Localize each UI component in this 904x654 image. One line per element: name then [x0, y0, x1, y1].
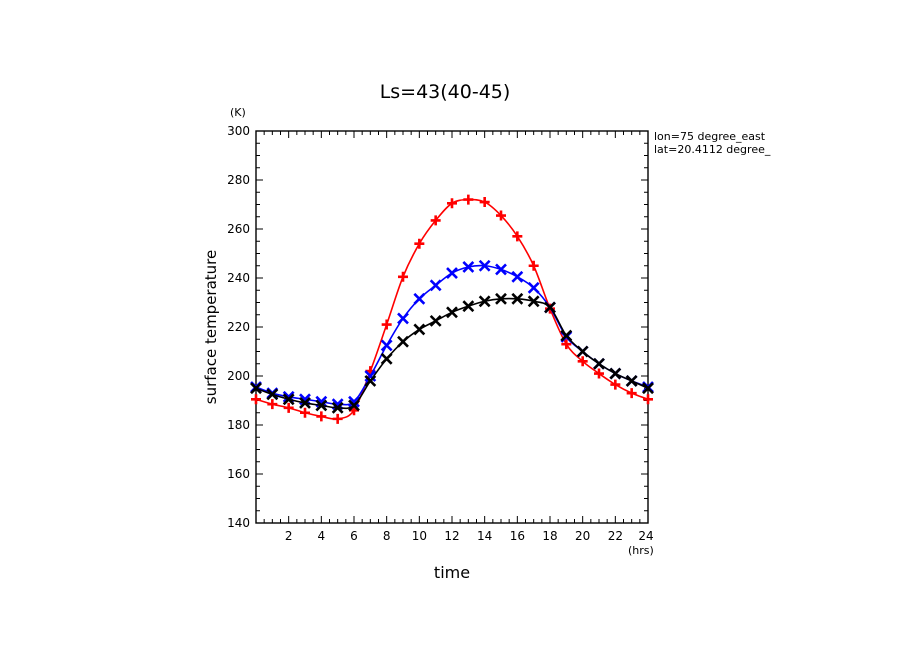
data-point-2 [527, 295, 540, 308]
y-tick-label: 180 [227, 418, 250, 432]
data-point-1 [380, 339, 393, 352]
data-point-0 [414, 238, 425, 249]
data-point-1 [478, 259, 491, 272]
series-line-2 [255, 297, 649, 410]
data-point-1 [462, 261, 475, 273]
x-tick-label: 12 [444, 529, 459, 543]
data-point-2 [266, 388, 279, 401]
plot-frame [255, 130, 649, 524]
data-point-2 [413, 323, 426, 336]
data-point-0 [300, 407, 310, 418]
series-line-1 [255, 264, 649, 406]
x-tick-label: 22 [608, 529, 623, 543]
data-point-0 [594, 368, 604, 379]
data-point-0 [528, 260, 539, 271]
x-tick-label: 8 [383, 529, 391, 543]
x-tick-label: 20 [575, 529, 590, 543]
data-point-0 [561, 339, 572, 350]
x-tick-label: 24 [638, 529, 653, 543]
data-point-0 [430, 215, 441, 226]
data-point-0 [316, 411, 327, 422]
data-point-0 [381, 319, 392, 330]
data-point-2 [282, 393, 295, 406]
data-point-0 [251, 394, 261, 405]
y-tick-label: 280 [227, 173, 250, 187]
data-point-2 [364, 374, 377, 387]
data-point-0 [463, 194, 474, 205]
y-tick-label: 220 [227, 320, 250, 334]
data-point-1 [495, 263, 507, 276]
data-point-2 [642, 382, 654, 395]
data-point-0 [512, 231, 523, 242]
data-point-2 [380, 352, 393, 365]
data-point-2 [446, 306, 458, 319]
x-tick-label: 18 [542, 529, 557, 543]
x-tick-label: 14 [477, 529, 492, 543]
data-point-1 [397, 312, 409, 325]
data-point-2 [560, 329, 573, 342]
data-point-2 [331, 401, 344, 414]
data-point-0 [398, 271, 408, 282]
data-point-2 [576, 345, 589, 358]
y-tick-label: 300 [227, 124, 250, 138]
y-tick-label: 260 [227, 222, 250, 236]
data-point-1 [527, 281, 540, 294]
data-point-2 [348, 399, 360, 412]
x-unit-label: (hrs) [628, 544, 654, 557]
data-point-2 [495, 292, 507, 305]
data-point-2 [250, 382, 262, 395]
x-axis-label: time [434, 563, 470, 582]
annotation-text: lat=20.4112 degree_ [654, 143, 771, 156]
data-point-2 [299, 397, 311, 409]
x-tick-label: 6 [350, 529, 358, 543]
data-point-1 [348, 395, 360, 408]
data-point-0 [283, 402, 294, 413]
data-point-1 [429, 279, 442, 292]
data-point-2 [429, 314, 442, 327]
y-axis-label: surface temperature [202, 250, 220, 405]
data-point-2 [315, 399, 328, 412]
data-point-0 [479, 197, 490, 208]
annotation-text: lon=75 degree_east [654, 130, 766, 143]
y-unit-label: (K) [230, 106, 246, 119]
data-point-0 [577, 356, 588, 367]
x-tick-label: 10 [412, 529, 427, 543]
data-point-2 [544, 301, 556, 314]
data-point-0 [447, 198, 457, 209]
y-tick-label: 240 [227, 271, 250, 285]
chart-title: Ls=43(40-45) [380, 81, 511, 103]
data-point-0 [626, 388, 637, 399]
series-line-0 [255, 198, 649, 420]
data-point-1 [511, 270, 524, 283]
data-point-0 [610, 379, 621, 390]
data-point-2 [397, 335, 409, 348]
x-tick-label: 4 [318, 529, 326, 543]
data-point-2 [625, 374, 638, 387]
y-tick-label: 160 [227, 467, 250, 481]
data-point-1 [413, 292, 426, 305]
data-point-0 [267, 399, 278, 410]
data-point-2 [478, 295, 491, 308]
data-point-2 [609, 367, 622, 380]
x-tick-label: 16 [510, 529, 525, 543]
data-point-0 [332, 413, 343, 424]
data-point-2 [462, 300, 475, 313]
data-point-2 [511, 292, 524, 305]
data-point-1 [446, 267, 458, 280]
y-tick-label: 200 [227, 369, 250, 383]
y-tick-label: 140 [227, 516, 250, 530]
data-point-0 [643, 394, 653, 405]
data-point-0 [496, 210, 506, 221]
x-tick-label: 2 [285, 529, 293, 543]
data-point-2 [593, 357, 605, 370]
